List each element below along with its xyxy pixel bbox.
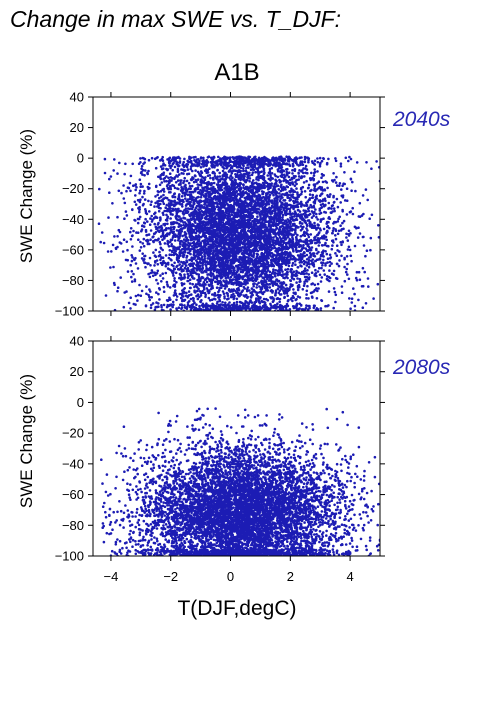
x-axis-label: T(DJF,degC)	[177, 597, 296, 620]
scatter-points-2080s	[100, 407, 384, 557]
points-layer-2040s	[98, 155, 382, 312]
y-tick-label: 20	[70, 120, 84, 135]
scenario-title: A1B	[214, 59, 259, 86]
y-tick-label: −100	[55, 549, 84, 564]
y-tick-label: −100	[55, 304, 84, 319]
period-label-2040s: 2040s	[392, 108, 451, 131]
x-tick-label: 2	[287, 569, 294, 584]
points-layer-2080s	[100, 407, 384, 557]
scatter-panel-2040s: −100 −80 −60 −40 −20 0 20 40 SWE Change (%) 204…	[17, 90, 451, 319]
y-tick-label: 0	[77, 395, 84, 410]
x-tick-label: −4	[104, 569, 119, 584]
y-tick-label: −80	[62, 273, 84, 288]
y-tick-label: −20	[62, 181, 84, 196]
y-tick-label: 0	[77, 151, 84, 166]
x-tick-label: 0	[227, 569, 234, 584]
y-axis-label-2080s: SWE Change (%)	[17, 374, 36, 508]
y-tick-label: 40	[70, 334, 84, 349]
scatter-points-2040s	[98, 155, 382, 312]
x-tick-label: −2	[163, 569, 178, 584]
y-tick-label: −20	[62, 426, 84, 441]
y-tick-label: −60	[62, 242, 84, 257]
y-tick-label: −40	[62, 456, 84, 471]
y-tick-label: −40	[62, 212, 84, 227]
y-tick-label: −80	[62, 518, 84, 533]
y-axis-label-2040s: SWE Change (%)	[17, 129, 36, 263]
y-tick-label: 20	[70, 364, 84, 379]
y-tick-label: −60	[62, 487, 84, 502]
y-tick-label: 40	[70, 90, 84, 105]
x-tick-label: 4	[346, 569, 353, 584]
period-label-2080s: 2080s	[392, 356, 451, 379]
